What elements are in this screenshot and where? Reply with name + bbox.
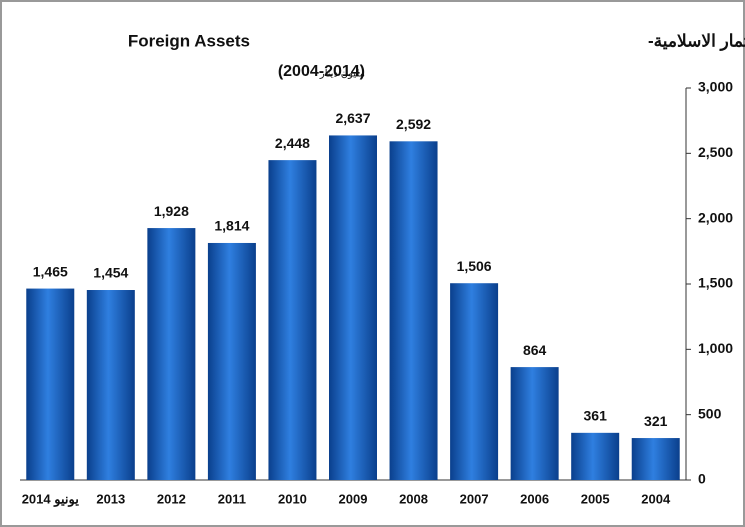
- value-label: 2,637: [335, 110, 370, 126]
- y-tick-label: 500: [698, 405, 722, 421]
- value-label: 2,448: [275, 135, 310, 151]
- x-tick-label: 2010: [278, 491, 307, 506]
- y-tick-label: 1,500: [698, 275, 733, 291]
- value-label: 1,454: [93, 265, 128, 281]
- x-tick-label: 2004: [641, 491, 671, 506]
- y-tick-label: 1,000: [698, 340, 733, 356]
- unit-label: مليون دينار: [319, 69, 365, 80]
- x-tick-label: 2013: [96, 491, 125, 506]
- chart-title-ar: تطور الموجودات الاجنبية لشركات الاستثمار…: [648, 31, 745, 51]
- value-label: 361: [584, 408, 608, 424]
- x-tick-label: 2009: [339, 491, 368, 506]
- chart-title: Foreign Assets: [128, 31, 250, 50]
- x-tick-label: يونيو 2014: [22, 491, 80, 507]
- x-tick-label: 2011: [218, 491, 246, 506]
- value-label: 864: [523, 342, 547, 358]
- x-tick-label: 2008: [399, 491, 428, 506]
- y-tick-label: 3,000: [698, 79, 733, 95]
- value-label: 1,928: [154, 203, 189, 219]
- bar: [26, 288, 75, 480]
- bar: [389, 141, 438, 480]
- value-label: 1,465: [33, 263, 68, 279]
- bar: [571, 432, 620, 480]
- chart-subtitle: (2004-2014): [278, 63, 365, 80]
- bar: [510, 367, 559, 480]
- x-tick-label: 2007: [460, 491, 489, 506]
- value-label: 2,592: [396, 116, 431, 132]
- x-tick-label: 2012: [157, 491, 186, 506]
- bar: [329, 135, 377, 480]
- bar: [147, 228, 196, 480]
- x-tick-label: 2006: [520, 491, 549, 506]
- value-label: 321: [644, 413, 668, 429]
- y-tick-label: 2,500: [698, 144, 733, 160]
- bar: [207, 242, 256, 480]
- value-label: 1,814: [214, 218, 249, 234]
- bar: [268, 160, 317, 481]
- y-tick-label: 2,000: [698, 209, 733, 225]
- bar: [450, 283, 499, 480]
- bar: [631, 438, 680, 480]
- value-label: 1,506: [457, 258, 492, 274]
- y-tick-label: 0: [698, 471, 706, 487]
- bar: [86, 290, 135, 480]
- x-tick-label: 2005: [581, 491, 610, 506]
